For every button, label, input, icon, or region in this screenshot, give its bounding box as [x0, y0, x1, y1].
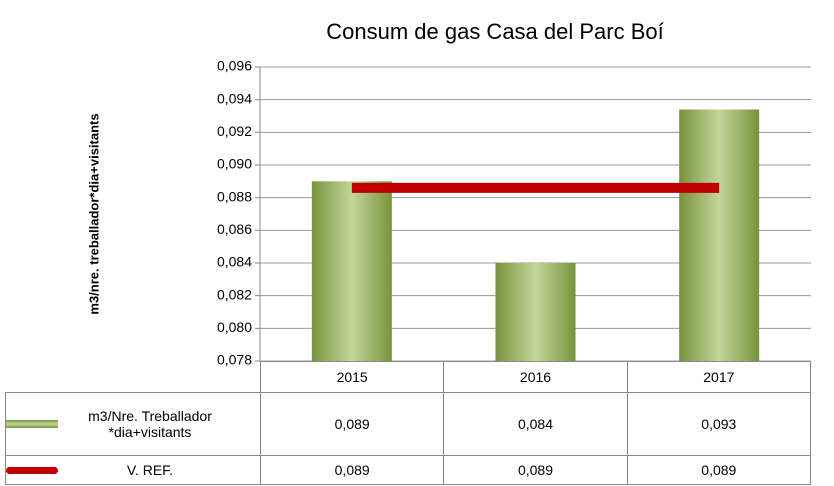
legend-entry: m3/Nre. Treballador *dia+visitants	[6, 408, 260, 440]
y-tick-label: 0,088	[217, 188, 252, 204]
y-tick-label: 0,092	[217, 123, 252, 139]
y-axis-label: m3/nre. treballador*dia+visitants	[86, 113, 101, 314]
data-label: 0,084	[443, 392, 628, 456]
legend-cell: m3/Nre. Treballador *dia+visitants	[5, 392, 261, 456]
data-label: 0,089	[259, 392, 445, 456]
empty-cell	[5, 361, 261, 393]
bar	[311, 181, 392, 361]
y-tick-label: 0,094	[217, 90, 252, 106]
y-tick-label: 0,080	[217, 319, 252, 335]
legend-cell: V. REF.	[5, 455, 261, 485]
y-tick-label: 0,086	[217, 221, 252, 237]
data-label: 0,089	[443, 455, 628, 485]
chart-title: Consum de gas Casa del Parc Boí	[326, 19, 664, 44]
legend-swatch	[6, 420, 58, 428]
legend-entry: V. REF.	[6, 462, 260, 478]
bar	[495, 263, 576, 361]
y-tick-label: 0,084	[217, 254, 252, 270]
data-table: 2015 2016 2017 m3/Nre. Treballador *dia+vi…	[5, 361, 812, 485]
legend-label: V. REF.	[126, 462, 174, 478]
data-label: 0,089	[626, 455, 812, 485]
y-tick-label: 0,090	[217, 156, 252, 172]
x-tick-label: 2015	[259, 361, 445, 393]
legend-swatch	[6, 466, 58, 474]
x-tick-label: 2017	[626, 361, 812, 393]
data-label: 0,089	[259, 455, 445, 485]
bar	[679, 109, 760, 361]
x-tick-label: 2016	[443, 361, 628, 393]
y-tick-label: 0,096	[217, 58, 252, 74]
legend-label: m3/Nre. Treballador *dia+visitants	[88, 408, 212, 440]
y-tick-label: 0,082	[217, 286, 252, 302]
data-label: 0,093	[626, 392, 812, 456]
